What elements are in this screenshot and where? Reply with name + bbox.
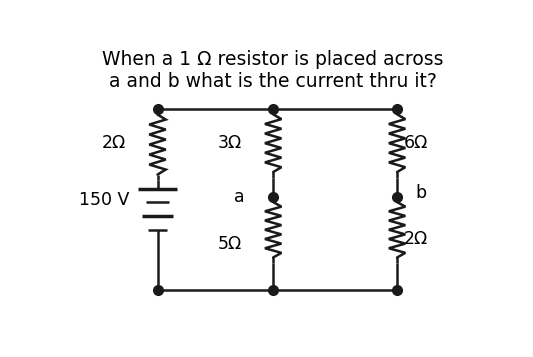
Text: When a 1 Ω resistor is placed across: When a 1 Ω resistor is placed across	[102, 50, 444, 69]
Text: b: b	[416, 183, 427, 202]
Text: 5Ω: 5Ω	[217, 235, 242, 252]
Text: a and b what is the current thru it?: a and b what is the current thru it?	[109, 72, 437, 91]
Text: a: a	[233, 188, 244, 206]
Text: 150 V: 150 V	[78, 191, 129, 208]
Text: 2Ω: 2Ω	[403, 230, 428, 248]
Text: 2Ω: 2Ω	[102, 134, 126, 152]
Text: 6Ω: 6Ω	[403, 134, 428, 152]
Text: 3Ω: 3Ω	[217, 134, 242, 152]
